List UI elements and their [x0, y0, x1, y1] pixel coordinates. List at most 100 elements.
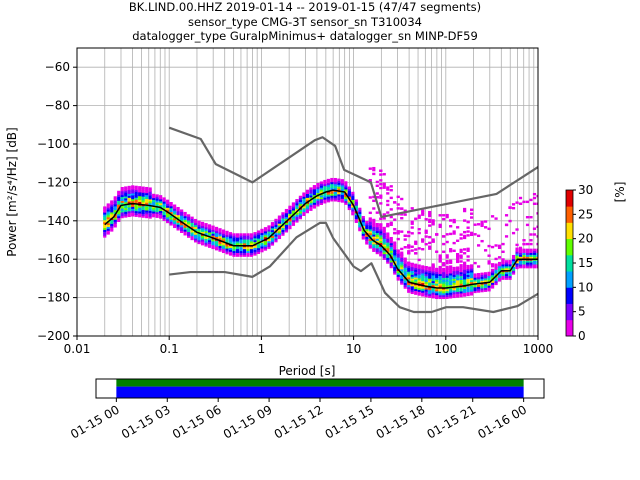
psd-cell	[162, 212, 166, 216]
psd-cell	[162, 216, 166, 220]
psd-cell	[522, 256, 526, 259]
psd-cell	[504, 264, 509, 267]
psd-cell	[235, 254, 240, 257]
psd-cell	[124, 215, 128, 218]
psd-cell	[466, 282, 470, 285]
psd-cell	[295, 216, 299, 219]
psd-cell	[361, 219, 365, 223]
psd-cell	[389, 236, 393, 240]
psd-cell	[152, 212, 156, 216]
psd-cell	[445, 265, 449, 269]
psd-cell	[284, 208, 289, 212]
psd-cell	[305, 191, 310, 195]
psd-cell	[379, 169, 383, 172]
psd-cell	[529, 260, 533, 263]
psd-cell	[190, 226, 194, 229]
psd-cell	[295, 200, 299, 204]
psd-cell	[134, 201, 138, 204]
psd-cell	[267, 240, 271, 244]
psd-cell	[445, 240, 449, 244]
psd-cell	[211, 238, 215, 242]
psd-cell	[386, 192, 390, 195]
psd-cell	[459, 277, 463, 280]
psd-cell	[277, 234, 282, 238]
psd-cell	[417, 275, 421, 279]
psd-cell	[218, 237, 222, 241]
psd-cell	[134, 193, 138, 196]
psd-cell	[459, 287, 463, 290]
psd-cell	[103, 206, 107, 209]
psd-cell	[393, 243, 397, 246]
psd-cell	[162, 210, 166, 214]
psd-cell	[207, 231, 212, 235]
psd-cell	[316, 204, 320, 207]
psd-cell	[386, 199, 390, 203]
psd-cell	[253, 232, 257, 235]
psd-cell	[326, 184, 330, 188]
psd-cell	[330, 187, 334, 190]
psd-cell	[431, 240, 435, 243]
psd-cell	[393, 247, 397, 250]
psd-cell	[323, 199, 327, 202]
psd-cell	[421, 276, 425, 280]
psd-cell	[354, 201, 358, 204]
psd-cell	[442, 235, 446, 238]
psd-cell	[263, 242, 268, 245]
psd-cell	[103, 227, 107, 230]
psd-cell	[148, 189, 152, 192]
psd-cell	[152, 195, 156, 199]
psd-cell	[103, 214, 107, 217]
psd-cell	[382, 246, 386, 249]
psd-cell	[110, 227, 114, 230]
psd-cell	[193, 218, 198, 222]
psd-cell	[235, 240, 240, 244]
psd-cell	[477, 280, 481, 284]
psd-cell	[522, 254, 526, 257]
psd-cell	[414, 275, 418, 278]
psd-cell	[291, 211, 296, 215]
psd-cell	[183, 227, 187, 230]
psd-cell	[379, 196, 383, 199]
psd-cell	[316, 200, 320, 203]
psd-cell	[169, 209, 173, 213]
psd-cell	[379, 173, 383, 176]
psd-cell	[330, 177, 334, 181]
psd-cell	[400, 261, 404, 264]
psd-cell	[372, 232, 376, 235]
psd-cell	[470, 270, 474, 273]
psd-cell	[515, 262, 519, 266]
psd-cell	[497, 261, 502, 265]
psd-cell	[312, 206, 316, 209]
psd-cell	[193, 220, 198, 224]
psd-cell	[466, 220, 470, 224]
psd-cell	[148, 191, 152, 194]
psd-cell	[438, 285, 442, 288]
psd-cell	[431, 288, 435, 291]
psd-cell	[414, 242, 418, 245]
psd-cell	[382, 217, 386, 220]
psd-cell	[386, 257, 390, 260]
y-tick-label: −120	[37, 175, 70, 189]
psd-cell	[193, 236, 198, 239]
psd-cell	[117, 204, 121, 207]
psd-cell	[232, 233, 236, 236]
psd-cell	[490, 245, 495, 249]
psd-cell	[368, 244, 372, 247]
psd-cell	[515, 255, 519, 258]
psd-cell	[134, 208, 138, 212]
psd-cell	[459, 271, 463, 275]
time-tick-label: 01-15 06	[170, 402, 224, 441]
psd-cell	[284, 230, 289, 233]
psd-cell	[372, 226, 376, 229]
psd-cell	[393, 272, 397, 275]
psd-cell	[504, 277, 509, 280]
colorbar-tick-label: 20	[578, 232, 593, 246]
psd-cell	[190, 224, 194, 227]
psd-cell	[400, 266, 404, 270]
psd-cell	[358, 223, 362, 226]
psd-cell	[417, 247, 421, 250]
psd-cell	[389, 265, 393, 269]
psd-cell	[120, 202, 124, 205]
psd-cell	[207, 239, 212, 243]
plot-frame	[76, 47, 539, 337]
